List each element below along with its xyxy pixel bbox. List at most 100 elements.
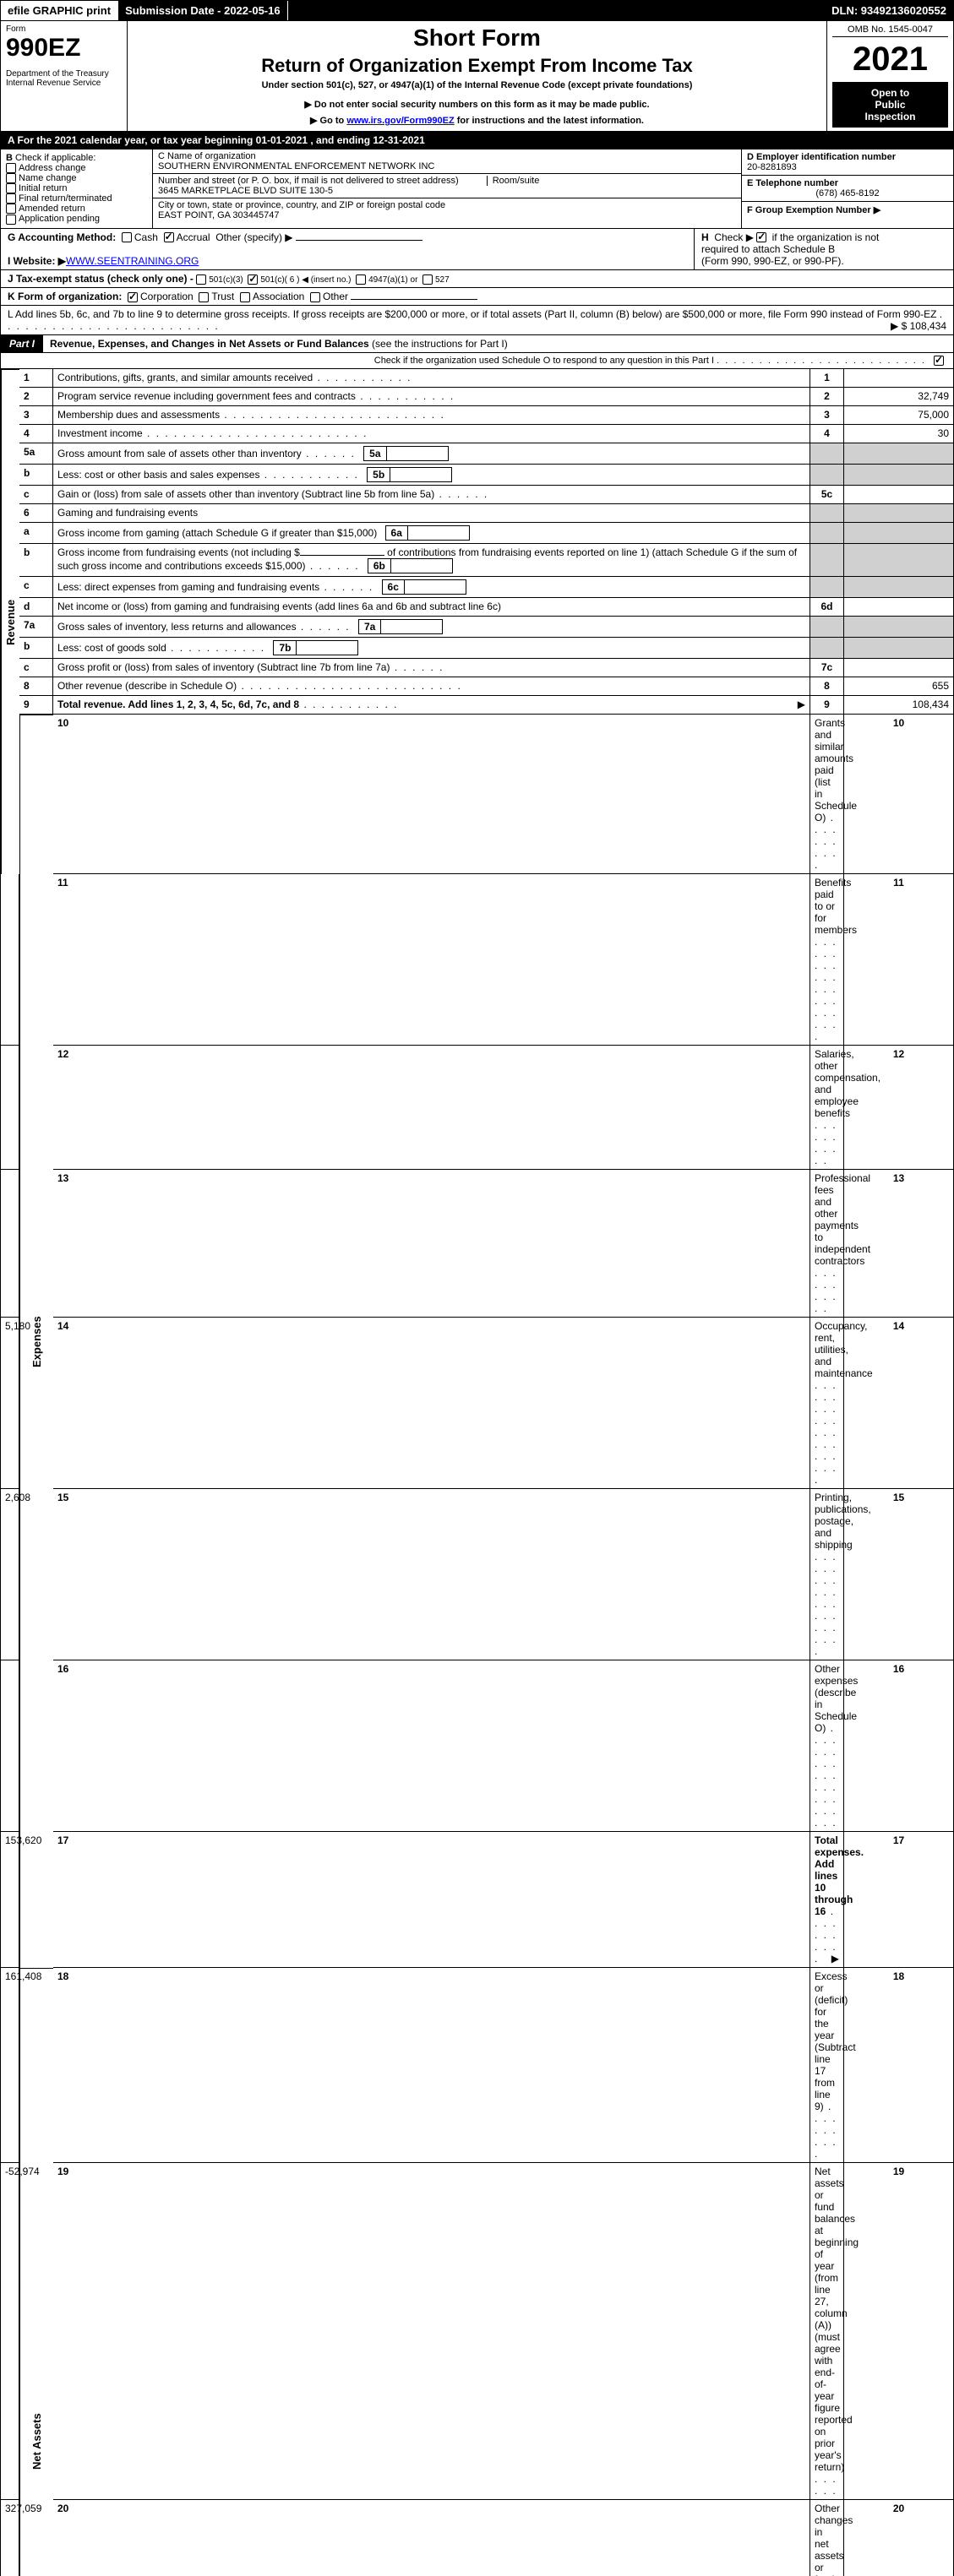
l3-desc: Membership dues and assessments <box>53 406 810 425</box>
l7b-r <box>810 638 844 659</box>
h-check: Check ▶ <box>714 231 754 243</box>
opt-amended: Amended return <box>19 204 85 214</box>
l15-amt <box>1 1660 19 1832</box>
subtitle: Under section 501(c), 527, or 4947(a)(1)… <box>133 80 821 90</box>
chk-other-org[interactable] <box>310 292 320 302</box>
l5c-num: c <box>19 486 53 504</box>
return-title: Return of Organization Exempt From Incom… <box>133 55 821 77</box>
l5a-amt <box>844 443 954 465</box>
chk-name-change[interactable] <box>6 173 16 183</box>
l6b-desc: Gross income from fundraising events (no… <box>53 544 810 577</box>
l7c-r: 7c <box>810 659 844 677</box>
l17-amt: 161,408 <box>1 1968 19 2163</box>
l9-r: 9 <box>810 696 844 715</box>
part1-header: Part I Revenue, Expenses, and Changes in… <box>0 335 954 353</box>
opt-address-change: Address change <box>19 163 86 173</box>
l6a-amt <box>844 523 954 544</box>
l10-desc: Grants and similar amounts paid (list in… <box>810 715 844 874</box>
b-letter: B <box>6 153 13 163</box>
l7c-num: c <box>19 659 53 677</box>
l14-num: 14 <box>53 1318 810 1489</box>
dln: DLN: 93492136020552 <box>825 1 953 20</box>
chk-schedule-b[interactable] <box>756 232 766 242</box>
l1-r: 1 <box>810 369 844 388</box>
l7a-desc: Gross sales of inventory, less returns a… <box>53 617 810 638</box>
chk-initial-return[interactable] <box>6 183 16 193</box>
j-4947: 4947(a)(1) or <box>368 275 417 285</box>
opt-initial-return: Initial return <box>19 183 67 193</box>
chk-trust[interactable] <box>199 292 209 302</box>
g-label: G Accounting Method: <box>8 231 116 243</box>
financial-table: Revenue 1 Contributions, gifts, grants, … <box>0 369 954 2576</box>
l1-num: 1 <box>19 369 53 388</box>
chk-accrual[interactable] <box>164 232 174 242</box>
org-address: 3645 MARKETPLACE BLVD SUITE 130-5 <box>158 186 333 196</box>
l13-num: 13 <box>53 1170 810 1318</box>
part1-title-text: Revenue, Expenses, and Changes in Net As… <box>50 338 369 350</box>
chk-cash[interactable] <box>122 232 132 242</box>
row-g: G Accounting Method: Cash Accrual Other … <box>1 229 694 269</box>
l20-num: 20 <box>53 2500 810 2576</box>
l7c-amt <box>844 659 954 677</box>
h-text3: required to attach Schedule B <box>701 243 835 255</box>
chk-schedule-o[interactable] <box>934 356 944 366</box>
chk-501c[interactable] <box>248 274 258 285</box>
efile-label[interactable]: efile GRAPHIC print <box>1 1 118 20</box>
k-label: K Form of organization: <box>8 291 122 302</box>
l14-desc: Occupancy, rent, utilities, and maintena… <box>810 1318 844 1489</box>
l5b-sub: 5b <box>368 468 390 481</box>
l5a-num: 5a <box>19 443 53 465</box>
l19-r: 19 <box>844 2163 954 2500</box>
l5c-r: 5c <box>810 486 844 504</box>
website-link[interactable]: WWW.SEENTRAINING.ORG <box>66 255 199 267</box>
l9-num: 9 <box>19 696 53 715</box>
h-text2: if the organization is not <box>772 231 880 243</box>
l4-r: 4 <box>810 425 844 443</box>
chk-corporation[interactable] <box>128 292 138 302</box>
l4-amt: 30 <box>844 425 954 443</box>
chk-501c3[interactable] <box>196 274 206 285</box>
section-bcd: B Check if applicable: Address change Na… <box>0 149 954 229</box>
l9-amt: 108,434 <box>844 696 954 715</box>
l17-desc: Total expenses. Add lines 10 through 16 <box>810 1832 844 1968</box>
l16-amt: 153,620 <box>1 1832 19 1968</box>
instr-post: for instructions and the latest informat… <box>455 116 644 126</box>
l9-desc: Total revenue. Add lines 1, 2, 3, 4, 5c,… <box>53 696 810 715</box>
l7a-r <box>810 617 844 638</box>
chk-4947[interactable] <box>356 274 366 285</box>
city-block: City or town, state or province, country… <box>153 198 741 222</box>
form-header: Form 990EZ Department of the Treasury In… <box>0 21 954 132</box>
col-d: D Employer identification number 20-8281… <box>742 149 953 228</box>
l3-amt: 75,000 <box>844 406 954 425</box>
l6b-amt <box>844 544 954 577</box>
l5a-r <box>810 443 844 465</box>
l18-amt: -52,974 <box>1 2163 19 2500</box>
part1-checkline: Check if the organization used Schedule … <box>0 353 954 369</box>
l4-num: 4 <box>19 425 53 443</box>
chk-527[interactable] <box>422 274 433 285</box>
chk-address-change[interactable] <box>6 163 16 173</box>
l2-num: 2 <box>19 388 53 406</box>
l19-num: 19 <box>53 2163 810 2500</box>
row-l: L Add lines 5b, 6c, and 7b to line 9 to … <box>0 306 954 335</box>
l6a-num: a <box>19 523 53 544</box>
l2-r: 2 <box>810 388 844 406</box>
instr-goto: ▶ Go to www.irs.gov/Form990EZ for instru… <box>133 115 821 126</box>
chk-application-pending[interactable] <box>6 215 16 225</box>
chk-association[interactable] <box>240 292 250 302</box>
chk-amended[interactable] <box>6 204 16 214</box>
l7b-desc: Less: cost of goods sold 7b <box>53 638 810 659</box>
tel-label: E Telephone number <box>747 178 838 188</box>
chk-final-return[interactable] <box>6 193 16 204</box>
form-number: 990EZ <box>6 34 122 62</box>
l19-amt: 327,059 <box>1 2500 19 2576</box>
opt-name-change: Name change <box>19 173 77 183</box>
l11-amt <box>1 1046 19 1170</box>
instructions-link[interactable]: www.irs.gov/Form990EZ <box>346 116 454 126</box>
org-name: SOUTHERN ENVIRONMENTAL ENFORCEMENT NETWO… <box>158 161 434 171</box>
k-trust: Trust <box>211 291 234 302</box>
l20-r: 20 <box>844 2500 954 2576</box>
l5a-desc: Gross amount from sale of assets other t… <box>53 443 810 465</box>
g-cash: Cash <box>134 231 158 243</box>
i-label: I Website: ▶ <box>8 255 66 267</box>
